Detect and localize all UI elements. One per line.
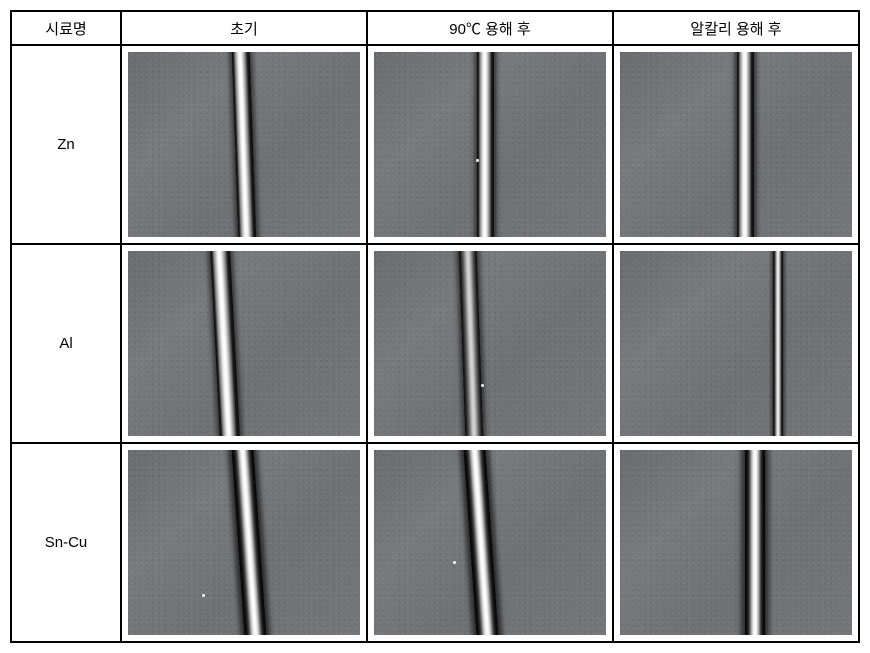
texture-bg: [620, 251, 852, 436]
row-label-al: Al: [11, 244, 121, 443]
speck: [453, 561, 456, 564]
wire: [745, 450, 765, 635]
cell-sncu-alkali: [613, 443, 859, 642]
cell-zn-initial: [121, 45, 367, 244]
table-row-zn: Zn: [11, 45, 859, 244]
sample-image: [128, 52, 360, 237]
table-row-sncu: Sn-Cu: [11, 443, 859, 642]
col-header-initial: 초기: [121, 11, 367, 45]
sample-image: [620, 450, 852, 635]
texture-bg: [620, 450, 852, 635]
row-label-sncu: Sn-Cu: [11, 443, 121, 642]
cell-sncu-90c: [367, 443, 613, 642]
cell-zn-90c: [367, 45, 613, 244]
sample-image: [620, 52, 852, 237]
sample-image: [128, 251, 360, 436]
table-row-al: Al: [11, 244, 859, 443]
sample-image: [620, 251, 852, 436]
sample-image: [374, 52, 606, 237]
texture-bg: [128, 251, 360, 436]
speck: [481, 384, 484, 387]
sample-image: [374, 450, 606, 635]
cell-zn-alkali: [613, 45, 859, 244]
sample-comparison-table: 시료명 초기 90℃ 용해 후 알칼리 용해 후 Zn: [10, 10, 860, 643]
cell-sncu-initial: [121, 443, 367, 642]
col-header-sample-name: 시료명: [11, 11, 121, 45]
cell-al-alkali: [613, 244, 859, 443]
cell-al-initial: [121, 244, 367, 443]
wire: [737, 52, 754, 237]
wire: [477, 52, 494, 237]
texture-bg: [374, 251, 606, 436]
wire: [773, 251, 783, 436]
cell-al-90c: [367, 244, 613, 443]
col-header-alkali: 알칼리 용해 후: [613, 11, 859, 45]
table-header-row: 시료명 초기 90℃ 용해 후 알칼리 용해 후: [11, 11, 859, 45]
sample-image: [374, 251, 606, 436]
col-header-90c: 90℃ 용해 후: [367, 11, 613, 45]
row-label-zn: Zn: [11, 45, 121, 244]
sample-image: [128, 450, 360, 635]
